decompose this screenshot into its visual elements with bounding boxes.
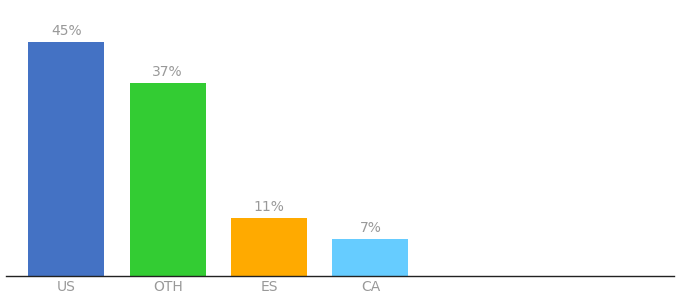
Text: 11%: 11% <box>254 200 284 214</box>
Bar <box>29 42 104 276</box>
Bar <box>231 218 307 276</box>
Text: 45%: 45% <box>51 24 82 38</box>
Bar <box>333 239 409 276</box>
Text: 7%: 7% <box>360 221 381 235</box>
Bar <box>130 83 206 276</box>
Text: 37%: 37% <box>152 65 183 79</box>
